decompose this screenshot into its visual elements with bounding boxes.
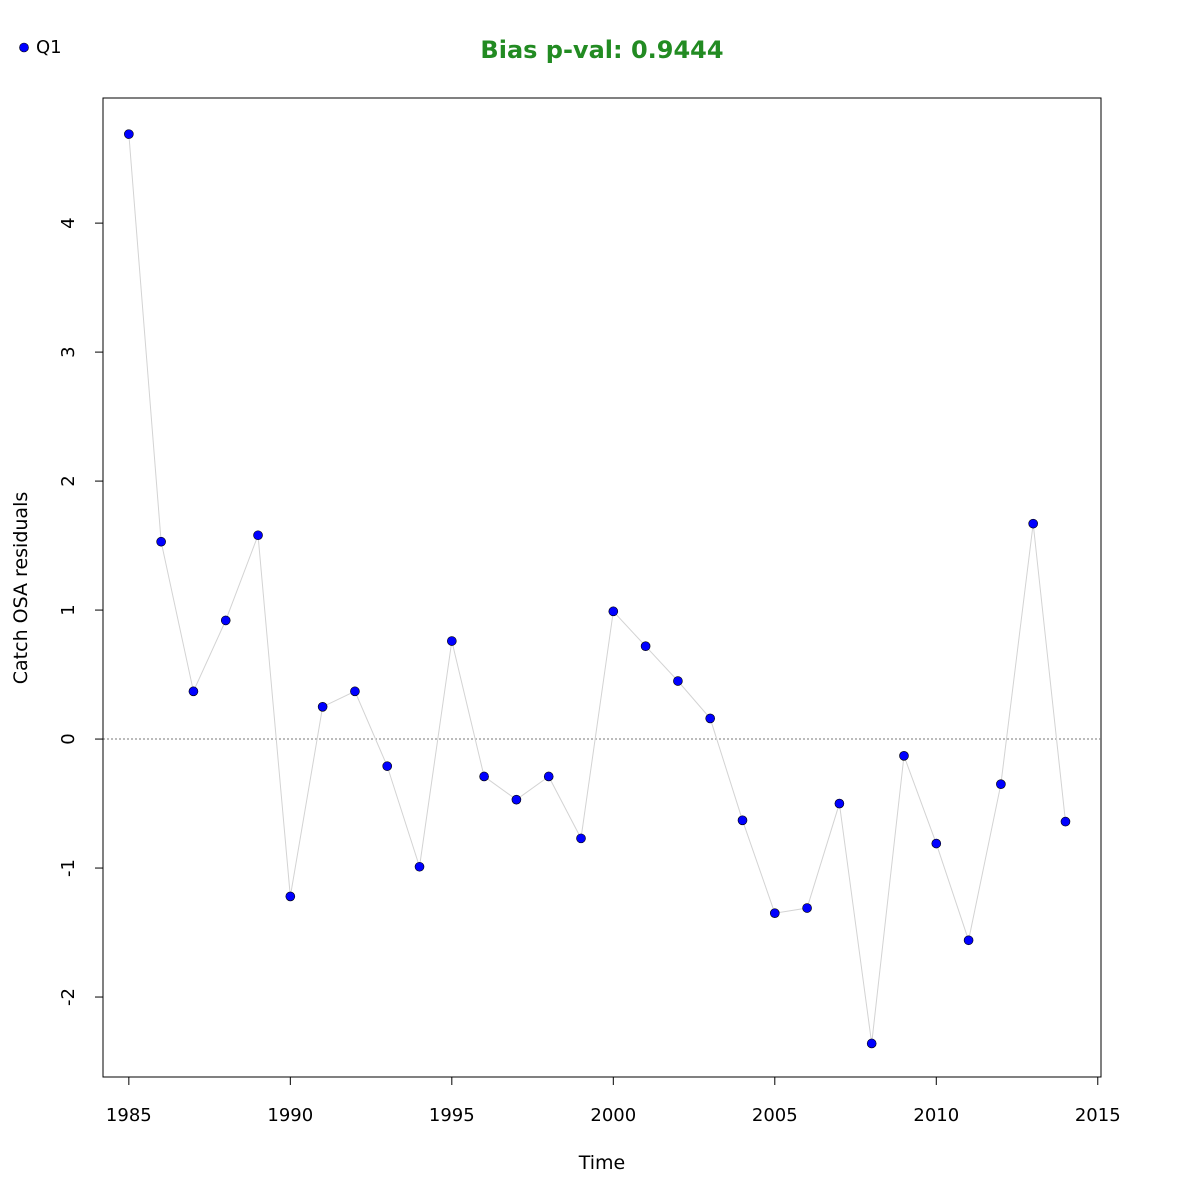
x-tick-label: 2005 xyxy=(752,1105,798,1126)
data-point xyxy=(317,702,328,712)
legend: Q1 xyxy=(19,37,62,58)
x-tick-label: 2015 xyxy=(1075,1105,1121,1126)
chart-title: Bias p-val: 0.9444 xyxy=(480,36,723,64)
data-point xyxy=(834,798,845,809)
x-axis: 1985 1990 1995 2000 2005 2010 2015 xyxy=(106,1076,1121,1126)
data-point xyxy=(705,713,715,724)
data-point xyxy=(608,606,619,617)
data-point xyxy=(414,861,425,872)
data-point xyxy=(220,615,231,626)
legend-label-q1: Q1 xyxy=(36,37,62,58)
y-tick-label: 4 xyxy=(58,217,79,228)
legend-marker-q1 xyxy=(19,42,29,53)
data-point xyxy=(382,761,393,771)
data-point xyxy=(479,771,489,782)
data-point xyxy=(996,779,1006,790)
data-point xyxy=(124,129,134,139)
data-point xyxy=(350,686,360,697)
y-tick-label: 1 xyxy=(58,604,79,615)
y-tick-label: -2 xyxy=(58,988,79,1006)
plot-frame xyxy=(102,97,1102,1078)
data-point xyxy=(188,686,199,697)
y-tick-label: -1 xyxy=(58,859,79,877)
x-tick-label: 1985 xyxy=(106,1105,152,1126)
x-tick-label: 1990 xyxy=(267,1105,313,1126)
data-points xyxy=(124,129,1071,1049)
data-point xyxy=(253,530,263,541)
data-point xyxy=(866,1038,877,1049)
data-point xyxy=(543,771,554,782)
data-point xyxy=(1028,518,1038,529)
y-axis-title: Catch OSA residuals xyxy=(10,492,32,684)
x-tick-label: 2000 xyxy=(590,1105,636,1126)
x-axis-title: Time xyxy=(578,1152,626,1174)
data-point xyxy=(737,815,748,826)
data-point xyxy=(673,676,683,686)
data-point xyxy=(640,641,651,651)
y-axis: -2 -1 0 1 2 3 4 xyxy=(58,217,104,1006)
data-point xyxy=(899,751,909,761)
x-tick-label: 1995 xyxy=(429,1105,475,1126)
data-point xyxy=(285,891,296,902)
data-point xyxy=(156,536,166,547)
data-point xyxy=(931,838,942,849)
y-tick-label: 2 xyxy=(58,475,79,486)
y-tick-label: 3 xyxy=(58,346,79,357)
y-tick-label: 0 xyxy=(58,733,79,744)
data-point xyxy=(769,908,780,918)
series-line-q1 xyxy=(128,134,1066,1044)
x-tick-label: 2010 xyxy=(913,1105,959,1126)
data-point xyxy=(802,903,812,913)
data-point xyxy=(1060,816,1071,827)
data-point xyxy=(447,636,457,646)
data-point xyxy=(576,833,586,844)
data-point xyxy=(511,794,522,805)
data-point xyxy=(963,935,974,946)
